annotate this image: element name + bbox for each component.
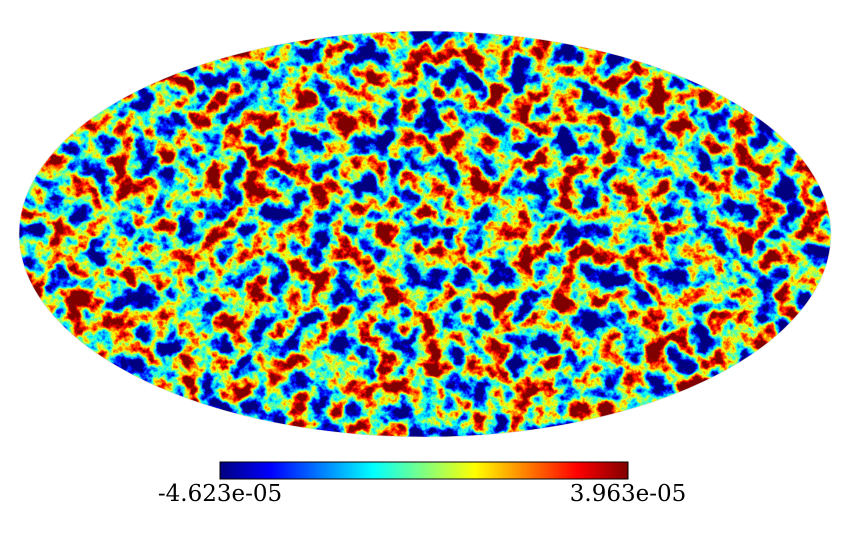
sky-field <box>19 31 831 437</box>
colorbar-tick-label: 3.963e-05 <box>570 481 687 507</box>
colorbar <box>219 461 629 480</box>
sky-map <box>19 31 831 437</box>
colorbar-tick-label: -4.623e-05 <box>158 481 282 507</box>
map-outline <box>18 30 832 438</box>
